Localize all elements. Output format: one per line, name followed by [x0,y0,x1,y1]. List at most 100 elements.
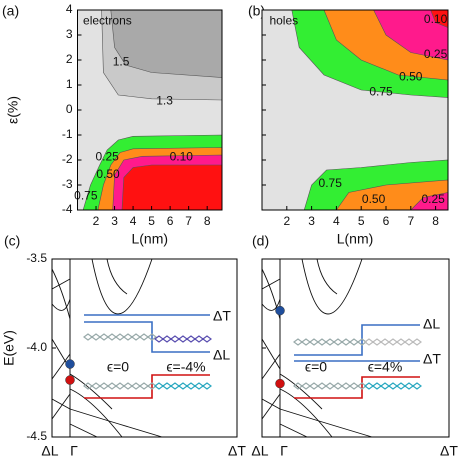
x-tick-label: 2 [93,214,100,228]
band-curve [316,258,338,295]
inset-level [294,376,420,399]
inset-label: ΔL [423,316,440,332]
band-curve [91,258,153,315]
contour-label: 0.50 [362,192,386,206]
y-tick-label: 1 [66,77,73,91]
contour-region [121,164,223,211]
band-curve [261,353,281,380]
ribbon [364,382,422,390]
inset-label: ϵ=0 [107,359,129,375]
y-tick-label: -4.0 [26,340,47,354]
band-curve [69,423,98,438]
y-tick-label: 2 [66,52,73,66]
band-curve [51,353,71,380]
y-tick-label: 4 [66,2,73,16]
band-curve [106,258,128,295]
x-tick-label: 3 [111,214,118,228]
band-curve [279,423,308,438]
y-axis-label: E(eV) [1,330,17,366]
band-curve [51,278,71,290]
band-point [65,375,75,385]
ribbon [154,382,212,390]
contour-label: 0.25 [421,192,445,206]
panel-label: (d) [252,233,269,249]
contour-label: 0.10 [424,12,448,26]
inset-label: ϵ=4% [368,359,403,375]
x-tick-label: 7 [407,214,414,228]
plot-frame [261,258,450,438]
band-point [275,378,285,389]
x-tick-label: 5 [148,214,155,228]
x-tick-label: 5 [358,214,365,228]
band-curve [279,408,373,438]
band-lines [261,258,373,438]
panel-label: (a) [2,3,19,19]
y-axis-label: ε(%) [5,96,21,124]
x-axis-label: L(nm) [337,231,374,247]
contour-label: 0.75 [319,176,343,190]
contour-label: 1.3 [156,93,173,107]
contour-label: 0.75 [369,85,393,99]
panel-label: (b) [248,3,265,19]
band-point [275,305,285,316]
band-curve [261,398,281,410]
y-tick-label: -4.5 [26,429,47,443]
x-tick-label: 4 [130,214,137,228]
x-tick-label: 8 [432,214,439,228]
x-tick-label: 4 [333,214,340,228]
y-tick-label: -4 [62,202,73,216]
panel-label: (c) [4,233,20,249]
x-tick-label: 7 [185,214,192,228]
y-tick-label: 0 [66,102,73,116]
band-lines [51,258,163,438]
ribbon [293,382,367,390]
band-curve [51,393,71,420]
x-tick-label: Γ [70,443,78,459]
inset-level [294,324,420,356]
x-tick-label: 2 [283,214,290,228]
x-tick-label: 6 [167,214,174,228]
band-curve [51,298,71,311]
contour-label: 0.75 [74,188,98,202]
contour-label: 0.50 [399,70,423,84]
x-tick-label: 3 [308,214,315,228]
band-curve [261,338,281,370]
ribbon [293,338,367,346]
plot-frame [77,9,223,211]
contour-label: 0.50 [96,167,120,181]
x-axis-label: L(nm) [131,231,168,247]
y-tick-label: -3 [62,177,73,191]
y-tick-label: -1 [62,127,73,141]
band-point [65,359,75,369]
band-curve [261,298,281,311]
band-curve [301,258,363,315]
x-tick-label: ΔT [228,443,246,459]
plot-frame [261,9,449,211]
band-curve [51,398,71,410]
x-tick-label: ΔL [41,443,58,459]
band-curve [261,393,281,420]
inset-label: ΔT [423,351,441,367]
inset-label: ϵ=0 [305,359,327,375]
y-tick-label: 3 [66,27,73,41]
contour-label: 0.25 [95,150,119,164]
annotation: holes [269,13,298,27]
ribbon [83,333,157,341]
inset-label: ΔL [213,347,230,363]
contour-label: 0.10 [170,150,194,164]
x-tick-label: ΔL [251,443,268,459]
ribbon [154,335,212,343]
x-tick-label: Γ [280,443,288,459]
inset-level [84,374,210,399]
inset-level [84,321,210,353]
band-curve [261,278,281,290]
inset-label: ϵ=-4% [166,359,205,375]
band-curve [279,388,333,438]
x-tick-label: 6 [383,214,390,228]
y-tick-label: -2 [62,152,73,166]
inset-label: ΔT [213,308,231,324]
plot-frame [51,258,238,438]
band-curve [69,408,163,438]
contour-label: 0.25 [424,47,448,61]
